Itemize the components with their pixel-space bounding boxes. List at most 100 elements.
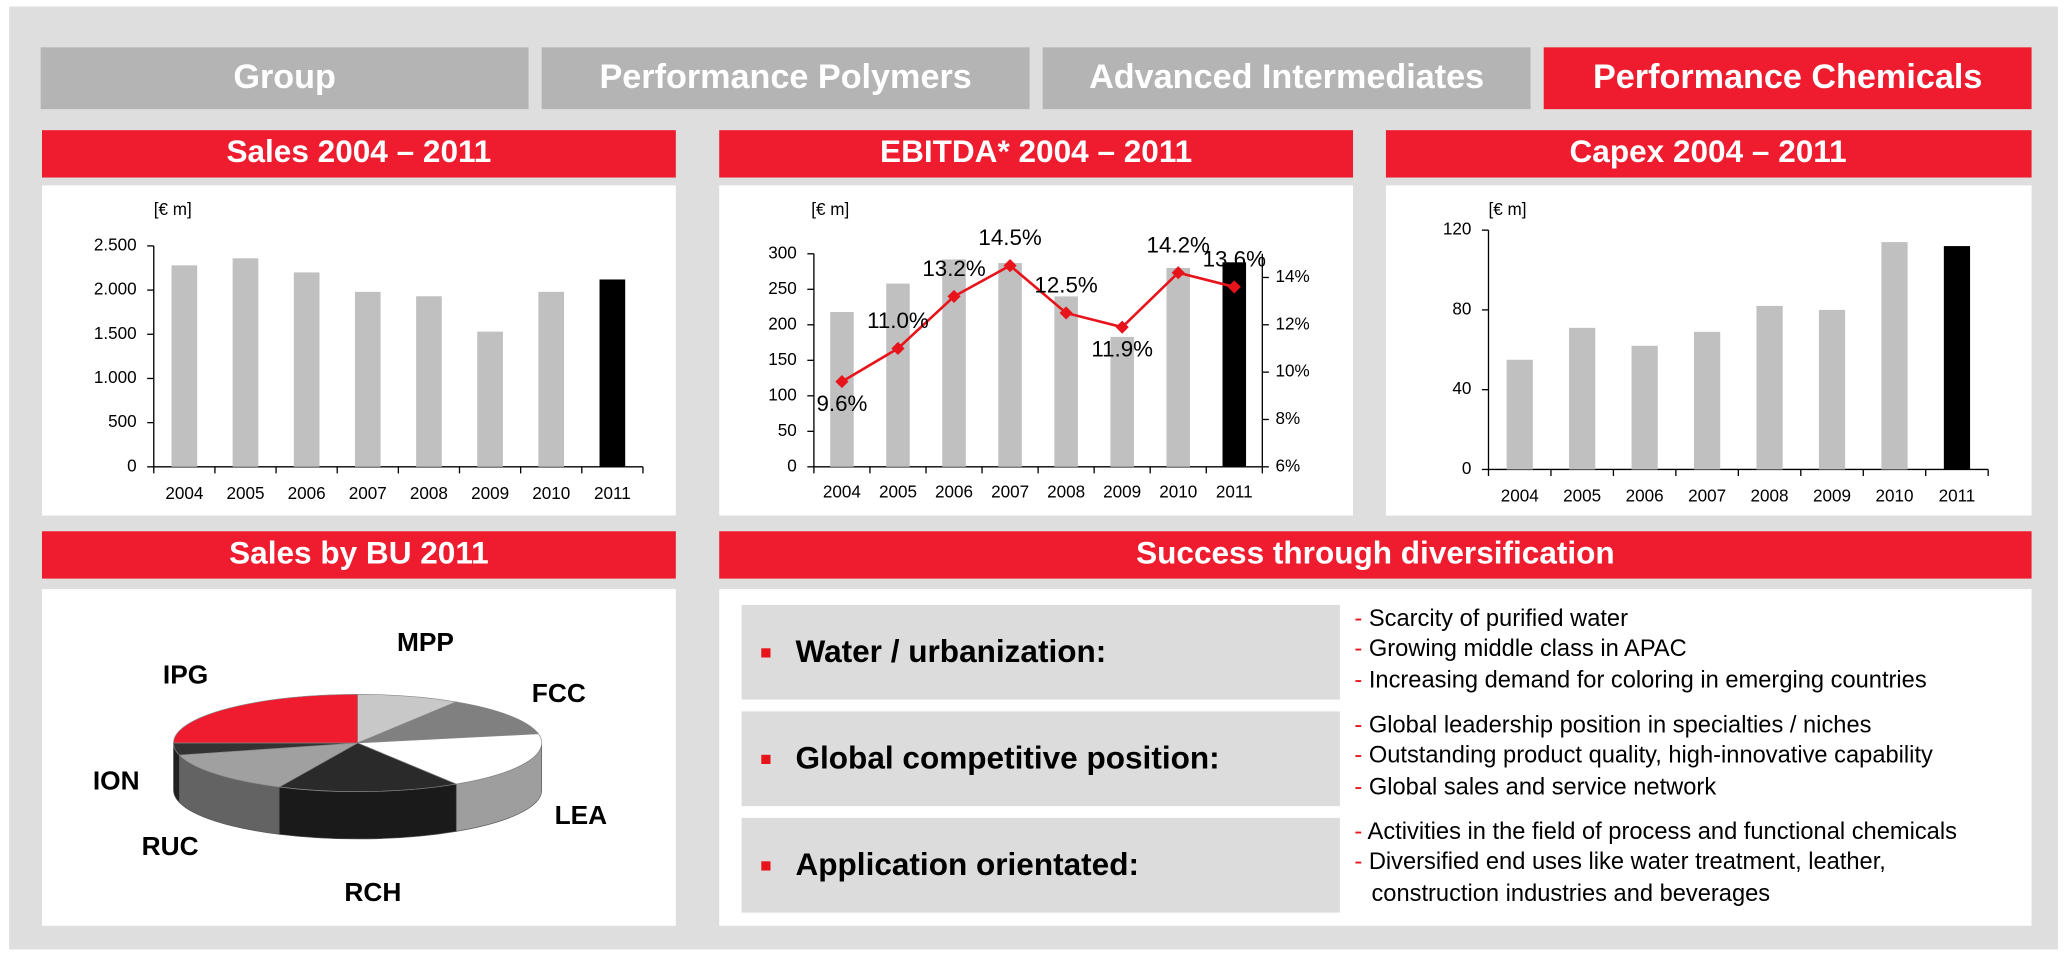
x-tick-label: 2011 — [1216, 483, 1253, 502]
axis-unit: [€ m] — [154, 200, 192, 219]
x-tick-label: 2007 — [991, 483, 1029, 502]
x-tick-label: 2010 — [1875, 487, 1913, 506]
data-label: 14.5% — [978, 225, 1041, 250]
y2-tick-label: 6% — [1275, 456, 1300, 475]
row-points: Global leadership position in specialtie… — [1354, 709, 2011, 809]
data-label: 13.6% — [1203, 247, 1266, 272]
y-tick-label: 0 — [1462, 459, 1472, 478]
pie-slice — [278, 742, 458, 792]
bar — [1818, 309, 1846, 470]
data-label: 11.9% — [1091, 337, 1153, 362]
y-tick-label: 250 — [768, 279, 796, 298]
y2-tick-label: 8% — [1275, 409, 1300, 428]
tab[interactable] — [541, 47, 1030, 110]
y-tick-label: 1.500 — [94, 324, 137, 343]
chart-title: Sales by BU 2011 — [229, 534, 489, 570]
y-tick-label: 300 — [768, 243, 796, 262]
bar — [1166, 267, 1191, 467]
bar — [1631, 345, 1658, 470]
point: Outstanding product quality, high-innova… — [1354, 741, 2011, 772]
y-tick-label: 0 — [787, 456, 796, 475]
bar — [1569, 327, 1596, 470]
pie-slice — [178, 742, 358, 788]
bullet — [761, 754, 771, 765]
bar — [886, 283, 910, 467]
y2-tick-label: 14% — [1275, 267, 1309, 286]
pie-label: RUC — [142, 831, 199, 861]
bar — [1756, 305, 1783, 470]
point: Scarcity of purified water — [1354, 603, 2011, 634]
points: Scarcity of purified waterGrowing middle… — [1354, 602, 2011, 697]
pie-slice — [173, 693, 358, 744]
bar — [171, 265, 198, 467]
y-tick-label: 2.500 — [94, 235, 137, 254]
x-tick-label: 2004 — [165, 484, 203, 503]
row-box — [741, 817, 1340, 913]
bar — [293, 272, 320, 467]
bar — [1110, 336, 1134, 467]
tab-label: Advanced Intermediates — [1089, 58, 1484, 96]
x-tick-label: 2005 — [879, 483, 917, 502]
row-heading: Global competitive position: — [795, 739, 1219, 775]
y-tick-label: 40 — [1452, 379, 1471, 398]
axis-unit: [€ m] — [811, 200, 849, 219]
bar — [538, 291, 565, 467]
bar — [998, 263, 1022, 467]
section-title: Success through diversification — [1136, 534, 1615, 570]
x-tick-label: 2008 — [1751, 487, 1789, 506]
tab-label: Performance Polymers — [599, 58, 971, 96]
y-tick-label: 80 — [1452, 299, 1471, 318]
x-tick-label: 2009 — [471, 484, 509, 503]
tab-label: Group — [233, 58, 336, 96]
bar — [232, 258, 259, 467]
bullet — [761, 861, 771, 871]
x-tick-label: 2008 — [410, 484, 448, 503]
pie-label: RCH — [344, 877, 401, 907]
row-points: Activities in the field of process and f… — [1354, 815, 2011, 915]
chart-title: EBITDA* 2004 – 2011 — [880, 133, 1192, 169]
bar — [1943, 246, 1971, 470]
tab[interactable] — [40, 47, 529, 110]
row-box — [741, 711, 1340, 807]
y-tick-label: 500 — [108, 412, 137, 431]
y2-tick-label: 12% — [1275, 314, 1309, 333]
tab[interactable] — [1543, 47, 2032, 110]
chart-title: Sales 2004 – 2011 — [226, 133, 491, 169]
y-tick-label: 0 — [127, 456, 137, 475]
x-tick-label: 2006 — [288, 484, 326, 503]
y-tick-label: 1.000 — [94, 368, 137, 387]
header-bar — [719, 130, 1354, 178]
x-tick-label: 2008 — [1047, 483, 1085, 502]
tab-label: Performance Chemicals — [1593, 58, 1982, 96]
line — [841, 264, 1235, 383]
x-tick-label: 2007 — [349, 484, 387, 503]
pie-label: LEA — [555, 800, 608, 830]
point: Increasing demand for coloring in emergi… — [1354, 665, 2011, 696]
x-tick-label: 2010 — [532, 484, 570, 503]
marker — [947, 289, 961, 303]
pie-label: IPG — [163, 659, 208, 689]
bar — [1881, 242, 1908, 470]
header-bar — [719, 531, 2032, 579]
x-tick-label: 2010 — [1159, 483, 1197, 502]
tab[interactable] — [1042, 47, 1531, 110]
pie-slice — [357, 733, 543, 785]
pie-label: FCC — [532, 678, 586, 708]
data-label: 14.2% — [1147, 232, 1210, 257]
row-heading: Water / urbanization: — [795, 633, 1106, 669]
axis-unit: [€ m] — [1488, 200, 1526, 219]
y-tick-label: 100 — [768, 385, 796, 404]
row-heading: Application orientated: — [795, 846, 1139, 882]
x-tick-label: 2011 — [1939, 487, 1976, 506]
marker — [1115, 320, 1129, 334]
header-bar — [1385, 130, 2032, 178]
y-tick-label: 50 — [778, 421, 797, 440]
row-box — [741, 604, 1340, 700]
bar — [416, 296, 442, 467]
bar — [1506, 359, 1533, 470]
pie-label: ION — [93, 766, 140, 796]
bar — [1054, 296, 1078, 467]
y2-tick-label: 10% — [1275, 362, 1309, 381]
